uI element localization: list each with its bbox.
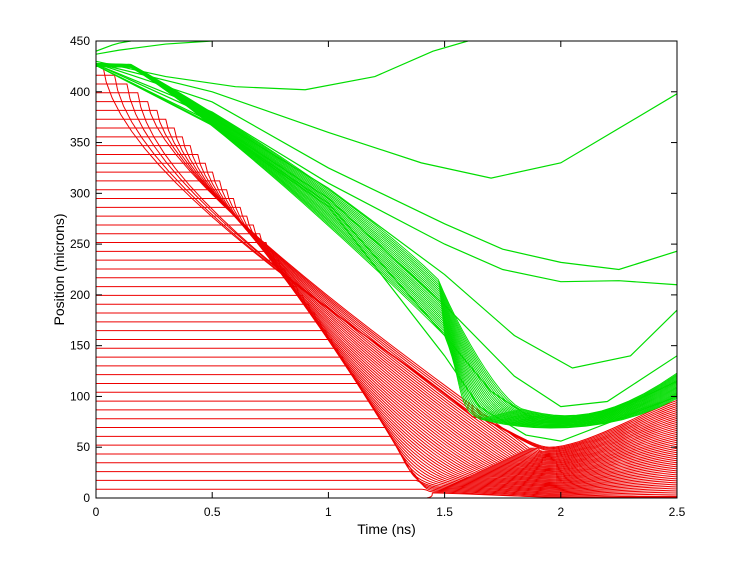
plot-frame	[95, 40, 678, 499]
y-tick-label: 0	[83, 491, 90, 505]
outer-zone-line	[96, 64, 677, 421]
y-tick-label: 100	[70, 389, 90, 403]
inner-zone-line	[96, 418, 677, 490]
outer-zone-trajectories	[96, 41, 677, 442]
x-axis-label: Time (ns)	[357, 521, 416, 537]
y-tick-label: 400	[70, 85, 90, 99]
outer-zone-line	[96, 63, 677, 418]
outer-zone-line	[96, 65, 677, 427]
outer-zone-line	[96, 64, 677, 423]
outer-zone-line	[96, 41, 469, 91]
outer-zone-line	[96, 64, 677, 424]
x-tick-label: 2.5	[669, 505, 686, 519]
outer-zone-line	[96, 63, 677, 420]
y-tick-label: 450	[70, 34, 90, 48]
inner-zone-line	[96, 365, 677, 483]
inner-zone-line	[96, 277, 677, 473]
x-tick-label: 1.5	[436, 505, 453, 519]
inner-zone-line	[96, 118, 677, 454]
x-axis-ticks: 0 0.5 1 1.5 2 2.5	[93, 41, 686, 519]
x-tick-label: 0.5	[204, 505, 221, 519]
inner-zone-line	[96, 242, 677, 469]
inner-zone-line	[96, 356, 677, 482]
inner-zone-line	[96, 215, 677, 466]
inner-zone-line	[96, 347, 677, 481]
inner-zone-line	[96, 488, 677, 498]
inner-zone-line	[96, 435, 677, 492]
outer-zone-line	[96, 65, 677, 426]
outer-zone-line	[96, 63, 677, 417]
outer-zone-line	[96, 65, 677, 425]
inner-zone-line	[96, 303, 677, 476]
inner-zone-line	[96, 250, 677, 470]
inner-zone-line	[96, 374, 677, 484]
inner-zone-line	[96, 338, 677, 480]
inner-zone-line	[96, 136, 677, 457]
inner-zone-line	[96, 206, 677, 465]
inner-zone-line	[96, 444, 677, 493]
inner-zone-line	[96, 294, 677, 475]
inner-zone-line	[96, 382, 677, 486]
inner-zone-line	[96, 259, 677, 471]
inner-zone-line	[96, 321, 677, 478]
outer-zone-line	[96, 62, 677, 271]
y-axis-ticks: 0 50 100 150 200 250 300 350 400 450	[70, 34, 677, 505]
outer-zone-line	[96, 64, 677, 422]
inner-zone-line	[96, 330, 677, 479]
y-tick-label: 150	[70, 339, 90, 353]
inner-zone-line	[96, 233, 677, 468]
inner-zone-line	[96, 462, 677, 495]
outer-zone-line	[96, 62, 677, 417]
inner-zone-line	[96, 198, 677, 464]
inner-zone-line	[96, 162, 677, 460]
inner-zone-line	[96, 153, 677, 459]
outer-zone-line	[96, 64, 677, 425]
y-tick-label: 200	[70, 288, 90, 302]
x-tick-label: 2	[557, 505, 564, 519]
inner-zone-line	[96, 101, 677, 452]
inner-zone-line	[96, 427, 677, 491]
outer-zone-line	[96, 63, 677, 418]
outer-zone-line	[96, 64, 677, 423]
outer-zone-line	[96, 63, 677, 420]
x-tick-label: 0	[93, 505, 100, 519]
y-axis-label: Position (microns)	[51, 213, 67, 325]
outer-zone-line	[96, 41, 131, 52]
outer-zone-line	[96, 65, 677, 428]
outer-zone-line	[96, 62, 677, 179]
inner-zone-line	[96, 145, 677, 458]
outer-zone-line	[96, 65, 677, 426]
axes	[95, 40, 678, 499]
inner-zone-line	[96, 286, 677, 474]
outer-zone-line	[96, 63, 677, 419]
inner-zone-line	[96, 400, 677, 488]
inner-zone-line	[96, 409, 677, 489]
y-tick-label: 50	[77, 440, 91, 454]
inner-zone-line	[96, 127, 677, 455]
inner-zone-line	[96, 224, 677, 467]
outer-zone-line	[96, 65, 677, 428]
outer-zone-line	[96, 65, 677, 427]
y-tick-label: 350	[70, 136, 90, 150]
inner-zone-line	[96, 171, 677, 461]
y-tick-label: 300	[70, 186, 90, 200]
y-tick-label: 250	[70, 237, 90, 251]
outer-zone-line	[96, 64, 677, 422]
inner-zone-line	[96, 312, 677, 477]
outer-zone-line	[96, 65, 677, 429]
x-tick-label: 1	[325, 505, 332, 519]
outer-zone-line	[96, 41, 213, 55]
outer-zone-line	[96, 63, 677, 419]
inner-zone-line	[96, 391, 677, 487]
outer-zone-line	[96, 63, 677, 286]
inner-zone-line	[96, 189, 677, 463]
inner-zone-line	[96, 471, 677, 496]
inner-zone-line	[96, 268, 677, 472]
outer-zone-line	[96, 63, 677, 421]
